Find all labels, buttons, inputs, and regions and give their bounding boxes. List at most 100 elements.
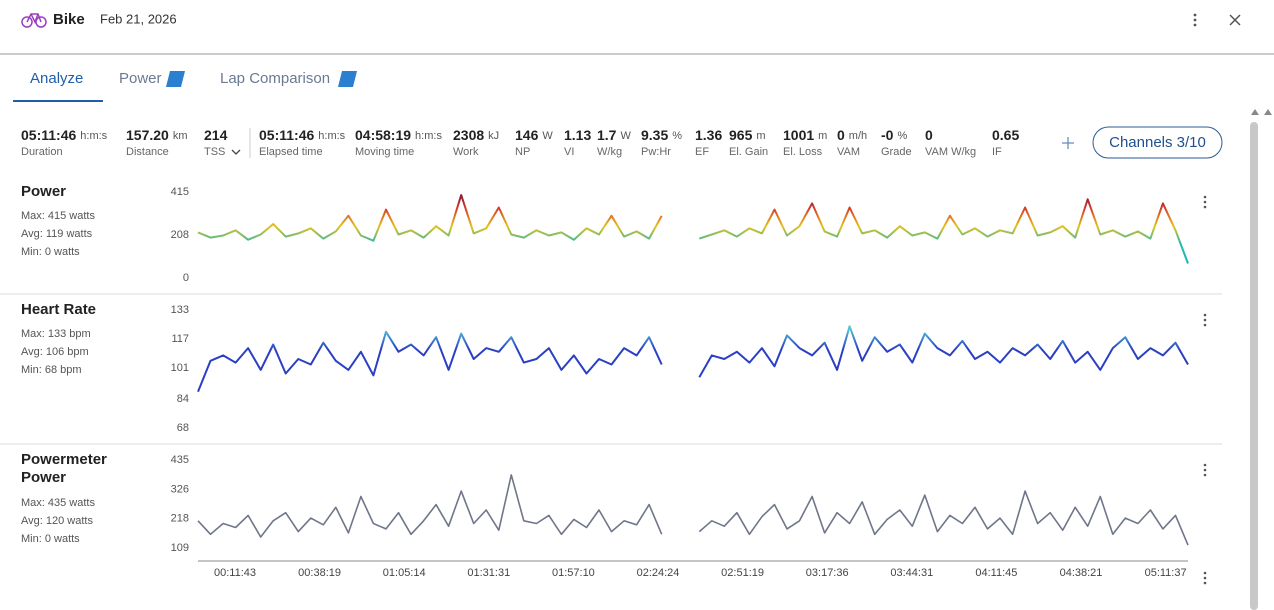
metric-label: NP [515, 146, 530, 158]
metric-unit: h:m:s [80, 130, 107, 142]
x-tick-label: 05:11:37 [1145, 567, 1187, 579]
chart-stat: Min: 0 watts [21, 533, 80, 545]
metric-value: 965 m [729, 127, 766, 143]
x-tick-label: 04:11:45 [975, 567, 1017, 579]
metric-number: 0.65 [992, 127, 1019, 143]
metric-number: 0 [837, 127, 845, 143]
metric-unit: km [173, 130, 188, 142]
chart-stat: Avg: 120 watts [21, 515, 93, 527]
add-metric[interactable] [1062, 137, 1074, 149]
close-button[interactable] [1229, 14, 1241, 26]
metric-number: -0 [881, 127, 894, 143]
data-line [197, 194, 1189, 264]
more-menu[interactable] [1203, 571, 1207, 585]
channels-button[interactable] [1092, 126, 1223, 159]
metric-value: -0% [881, 127, 907, 143]
y-tick-label: 109 [171, 542, 189, 554]
metric-number: 146 [515, 127, 539, 143]
metric-value: 9.35% [641, 127, 682, 143]
metric-unit: h:m:s [415, 130, 442, 142]
menu-dot [1203, 205, 1207, 209]
data-line [197, 325, 1189, 393]
metric-value: 05:11:46 h:m:s [21, 127, 108, 143]
metric-unit: kJ [488, 130, 499, 142]
metric-value: 214 [204, 127, 228, 143]
menu-dot [1203, 200, 1207, 204]
chart-stat: Min: 68 bpm [21, 364, 82, 376]
chart-stat: Max: 133 bpm [21, 328, 91, 340]
x-tick-label: 00:38:19 [298, 567, 341, 579]
metric-value: 0.65 [992, 127, 1019, 143]
metric-label: EF [695, 146, 709, 158]
metric-value: 0 m/h [837, 127, 867, 143]
metric-value: 04:58:19 h:m:s [355, 127, 442, 143]
y-tick-label: 68 [177, 422, 189, 434]
x-tick-label: 01:31:31 [467, 567, 510, 579]
x-tick-label: 00:11:43 [214, 567, 256, 579]
metric-value: 1001 m [783, 127, 827, 143]
metric-label: Duration [21, 146, 63, 158]
chart-title: Heart Rate [21, 301, 97, 318]
x-tick-label: 03:44:31 [890, 567, 933, 579]
metric-number: 04:58:19 [355, 127, 411, 143]
chart-stat: Avg: 119 watts [21, 228, 93, 240]
more-menu[interactable] [1193, 13, 1197, 27]
metric-value: 1.36 [695, 127, 722, 143]
metric-value: 1.7 W [597, 127, 631, 143]
chart-stat: Max: 435 watts [21, 497, 95, 509]
tab-underline [13, 100, 103, 102]
data-line [197, 474, 1189, 546]
metric-label: VAM [837, 146, 860, 158]
metric-value: 1.13 [564, 127, 591, 143]
y-tick-label: 101 [171, 362, 189, 374]
metric-label: VI [564, 146, 574, 158]
y-tick-label: 0 [183, 272, 189, 284]
y-tick-label: 84 [177, 393, 189, 405]
metric-number: 157.20 [126, 127, 169, 143]
activity-title: Bike [53, 11, 85, 28]
scroll-arrows[interactable] [1251, 109, 1272, 115]
menu-dot [1203, 195, 1207, 199]
x-tick-label: 02:24:24 [637, 567, 680, 579]
tab[interactable]: Analyze [30, 70, 83, 87]
chart-stat: Min: 0 watts [21, 246, 80, 258]
metric-label: Distance [126, 146, 169, 158]
metric-number: 0 [925, 127, 933, 143]
y-tick-label: 133 [171, 304, 189, 316]
activity-date: Feb 21, 2026 [100, 11, 177, 26]
x-tick-label: 04:38:21 [1060, 567, 1103, 579]
metric-value: 157.20 km [126, 127, 188, 143]
tab[interactable]: Power [119, 70, 162, 87]
chart-stat: Avg: 106 bpm [21, 346, 89, 358]
metric-unit: % [897, 130, 907, 142]
metric-number: 214 [204, 127, 228, 143]
premium-icon [166, 71, 185, 87]
y-tick-label: 208 [171, 229, 189, 241]
x-tick-label: 02:51:19 [721, 567, 764, 579]
metric-number: 1001 [783, 127, 814, 143]
metric-label: El. Gain [729, 146, 768, 158]
metric-value: 146 W [515, 127, 553, 143]
scrollbar[interactable] [1250, 122, 1258, 610]
premium-icon [338, 71, 357, 87]
metric-number: 1.36 [695, 127, 722, 143]
metric-value: 05:11:46 h:m:s [259, 127, 346, 143]
x-tick-label: 01:57:10 [552, 567, 595, 579]
metric-label: IF [992, 146, 1002, 158]
metric-label: Work [453, 146, 479, 158]
tab[interactable]: Lap Comparison [220, 70, 330, 87]
metric-label: Elapsed time [259, 146, 323, 158]
metric-number: 1.13 [564, 127, 591, 143]
metric-value: 2308 kJ [453, 127, 499, 143]
menu-dot [1203, 473, 1207, 477]
y-tick-label: 218 [171, 513, 189, 525]
y-tick-label: 435 [171, 454, 189, 466]
channels-button-label[interactable]: Channels 3/10 [1109, 134, 1206, 151]
dropdown-chevron [231, 149, 241, 155]
metric-number: 965 [729, 127, 753, 143]
metric-unit: m [756, 130, 765, 142]
metric-label: Grade [881, 146, 912, 158]
metric-number: 2308 [453, 127, 484, 143]
chart-title-box: Power [21, 183, 66, 200]
